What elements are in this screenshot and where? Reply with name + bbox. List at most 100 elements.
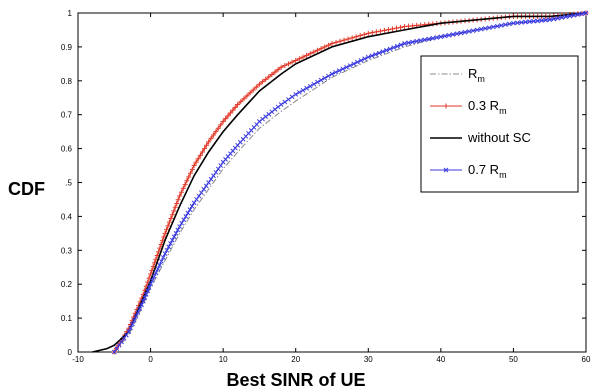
legend-label: 0.3 Rm xyxy=(468,98,507,116)
data-point xyxy=(503,22,508,28)
data-point xyxy=(238,99,244,105)
data-point xyxy=(547,17,553,23)
data-point xyxy=(185,210,191,216)
data-point xyxy=(191,163,197,169)
data-point xyxy=(318,46,324,52)
data-point xyxy=(208,176,214,182)
data-point xyxy=(353,34,359,40)
y-tick-label: 0.7 xyxy=(61,111,73,120)
data-point xyxy=(189,166,195,172)
data-point xyxy=(567,13,573,19)
data-point xyxy=(307,83,313,89)
data-point xyxy=(250,87,256,93)
data-point xyxy=(571,12,577,18)
data-point xyxy=(563,14,569,20)
data-point xyxy=(150,278,155,283)
data-point xyxy=(206,180,211,185)
y-tick-label: 0 xyxy=(68,348,73,357)
data-point xyxy=(164,227,170,233)
data-point xyxy=(318,77,324,83)
data-point xyxy=(286,97,291,102)
y-tick-label: 1 xyxy=(68,9,73,18)
data-point xyxy=(116,342,122,348)
x-axis-ticks: -10 0 10 20 30 40 50 60 xyxy=(72,13,591,364)
data-point xyxy=(174,201,180,207)
data-point xyxy=(358,58,364,63)
data-point xyxy=(454,31,460,37)
data-point xyxy=(223,116,229,122)
data-point xyxy=(369,30,375,36)
series-lines xyxy=(92,10,589,355)
data-point xyxy=(169,212,175,218)
data-point xyxy=(218,163,224,168)
data-point xyxy=(293,57,299,63)
data-point xyxy=(165,223,171,229)
data-point xyxy=(559,15,565,20)
data-point xyxy=(278,64,284,70)
data-point xyxy=(162,230,168,236)
data-point xyxy=(183,214,189,219)
data-point xyxy=(168,241,173,246)
data-point xyxy=(434,35,440,40)
legend-marker xyxy=(443,167,449,173)
data-point xyxy=(235,102,241,108)
data-point xyxy=(575,12,581,17)
data-point xyxy=(498,23,504,28)
data-point xyxy=(430,35,436,41)
data-point xyxy=(333,39,339,45)
data-point xyxy=(241,96,247,102)
data-point xyxy=(373,52,378,57)
data-point xyxy=(282,99,288,105)
data-point xyxy=(159,258,164,264)
data-point xyxy=(232,104,238,110)
data-point xyxy=(131,317,137,323)
data-point xyxy=(204,142,210,148)
data-point xyxy=(168,215,174,221)
data-point xyxy=(201,186,207,192)
data-point xyxy=(391,45,397,50)
y-tick-label: 0.4 xyxy=(61,212,73,221)
data-point xyxy=(337,38,343,44)
data-point xyxy=(215,166,221,172)
data-point xyxy=(355,59,360,65)
y-tick-label: 0.1 xyxy=(61,314,73,323)
data-point xyxy=(215,125,221,131)
y-tick-label: 0.8 xyxy=(61,77,73,86)
data-point xyxy=(143,292,149,297)
data-point xyxy=(307,51,313,57)
data-point xyxy=(418,38,424,43)
data-point xyxy=(145,288,151,294)
data-point xyxy=(389,26,395,32)
data-point xyxy=(162,251,168,257)
series-2 xyxy=(92,12,587,353)
legend-item: Rm xyxy=(430,66,485,84)
data-point xyxy=(357,33,363,39)
data-point xyxy=(304,85,309,91)
data-point xyxy=(182,182,188,188)
data-point xyxy=(300,54,306,60)
data-point xyxy=(438,34,444,40)
data-point xyxy=(406,40,411,46)
legend-item: without SC xyxy=(430,130,531,145)
data-point xyxy=(247,90,253,96)
data-point xyxy=(296,56,302,62)
data-point xyxy=(314,47,320,53)
data-point xyxy=(175,197,181,203)
data-point xyxy=(195,156,201,162)
data-point xyxy=(111,349,117,355)
data-point xyxy=(285,61,291,67)
data-point xyxy=(450,32,456,37)
data-point xyxy=(341,37,347,43)
data-point xyxy=(169,237,175,243)
data-point xyxy=(394,43,400,49)
data-point xyxy=(256,81,262,87)
data-point xyxy=(361,31,367,37)
data-point xyxy=(478,26,484,32)
data-point xyxy=(210,132,216,138)
data-point xyxy=(140,298,146,304)
x-tick-label: 60 xyxy=(582,355,591,364)
data-point xyxy=(387,46,393,52)
data-point xyxy=(161,234,167,240)
legend: Rm 0.3 Rm without SC 0.7 Rm xyxy=(420,55,579,193)
